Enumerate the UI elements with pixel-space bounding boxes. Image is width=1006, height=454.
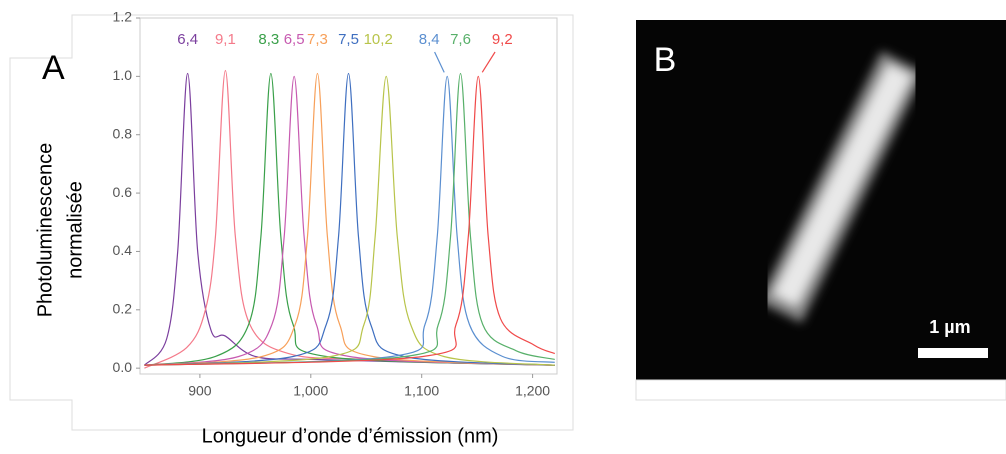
y-tick-label: 0.0: [113, 359, 133, 375]
micrograph-border: [635, 379, 1006, 401]
peak-label: 10,2: [364, 31, 393, 48]
line: [144, 75, 555, 366]
y-tick-label: 0.8: [113, 125, 133, 141]
peak-label: 9,2: [492, 31, 513, 48]
peak-arrow: [481, 51, 496, 73]
y-tick-label: 1.2: [113, 9, 133, 25]
y-tick-label: 1.0: [113, 67, 133, 83]
line: [144, 72, 555, 366]
peak-label: 6,4: [177, 31, 198, 48]
x-tick-label: 900: [188, 383, 212, 399]
line: [144, 75, 556, 366]
x-tick-label: 1,000: [293, 383, 328, 399]
x-axis-label: Longueur d’onde d’émission (nm): [202, 425, 499, 447]
scale-bar: [918, 348, 988, 358]
peak-label: 6,5: [284, 31, 305, 48]
nanotube-image: [758, 51, 925, 323]
x-tick-label: 1,200: [515, 383, 550, 399]
peak-arrow: [434, 51, 445, 73]
panel-outline: [9, 14, 574, 431]
peak-label: 8,3: [258, 31, 279, 48]
peak-label: 9,1: [215, 31, 236, 48]
line: [144, 75, 555, 366]
line: [144, 72, 555, 366]
scale-bar-label: 1 µm: [929, 317, 970, 337]
y-tick-label: 0.6: [113, 184, 133, 200]
line: [144, 72, 555, 366]
nanotube: [773, 64, 912, 306]
y-axis-label: Photoluminescence: [34, 143, 56, 318]
peak-label: 7,3: [307, 31, 328, 48]
y-tick-label: 0.4: [113, 242, 133, 258]
plot-frame: [139, 17, 558, 375]
peak-label: 8,4: [419, 31, 440, 48]
line: [144, 75, 555, 366]
peak-label: 7,5: [338, 31, 359, 48]
y-axis-label: normalisée: [64, 181, 86, 279]
panel-label: B: [654, 41, 677, 79]
plot: 0.0 0.2 0.4 0.6 0.8 1.0 1.2 900 1,000 1,100 1,200 6…: [113, 9, 556, 399]
x-tick-label: 1,100: [404, 383, 439, 399]
line: [144, 72, 555, 366]
y-tick-label: 0.2: [113, 301, 133, 317]
peak-label: 7,6: [450, 31, 471, 48]
panel-label: A: [42, 49, 65, 87]
